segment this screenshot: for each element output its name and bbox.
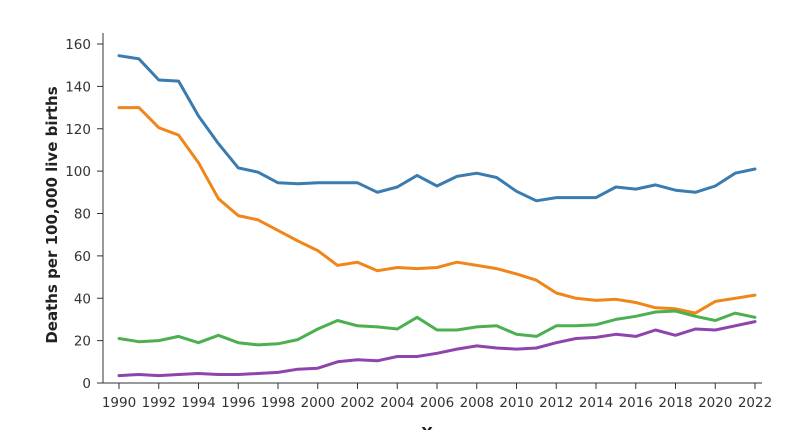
y-tick-label: 160	[65, 37, 91, 53]
x-tick-label: 2006	[420, 395, 454, 411]
x-tick-label: 2010	[499, 395, 533, 411]
x-tick-label: 2020	[698, 395, 732, 411]
x-tick-label: 1994	[181, 395, 215, 411]
x-tick-label: 2004	[380, 395, 414, 411]
y-tick-label: 120	[65, 122, 91, 138]
x-axis-title: X	[421, 424, 433, 430]
y-tick-label: 0	[82, 376, 91, 392]
y-ticks: 0 20 40 60 80 100 120 140 160	[65, 37, 103, 392]
y-axis-title: Deaths per 100,000 live births	[43, 86, 61, 343]
x-tick-label: 2016	[619, 395, 653, 411]
x-tick-label: 2002	[340, 395, 374, 411]
series-line-4	[117, 320, 757, 378]
x-tick-label: 2000	[301, 395, 335, 411]
y-tick-label: 20	[74, 334, 91, 350]
y-tick-label: 100	[65, 164, 91, 180]
x-ticks: 1990 1992 1994 1996 1998 2000 2002 2004 2006 2008…	[102, 383, 772, 411]
x-tick-label: 1998	[261, 395, 295, 411]
series-line-2	[117, 106, 757, 315]
x-tick-label: 2008	[460, 395, 494, 411]
y-tick-label: 60	[74, 249, 91, 265]
x-tick-label: 2014	[579, 395, 613, 411]
y-axis: 0 20 40 60 80 100 120 140 160	[65, 33, 104, 392]
x-tick-label: 2012	[539, 395, 573, 411]
x-tick-label: 1990	[102, 395, 136, 411]
x-axis: 1990 1992 1994 1996 1998 2000 2002 2004 2006 2008…	[102, 382, 772, 411]
y-tick-label: 140	[65, 79, 91, 95]
series-line-1	[117, 54, 757, 203]
series-group	[117, 54, 757, 378]
x-tick-label: 2018	[658, 395, 692, 411]
series-line-3	[117, 309, 757, 347]
y-tick-label: 40	[74, 291, 91, 307]
x-tick-label: 1996	[221, 395, 255, 411]
x-tick-label: 2022	[738, 395, 772, 411]
y-tick-label: 80	[74, 207, 91, 223]
x-tick-label: 1992	[142, 395, 176, 411]
